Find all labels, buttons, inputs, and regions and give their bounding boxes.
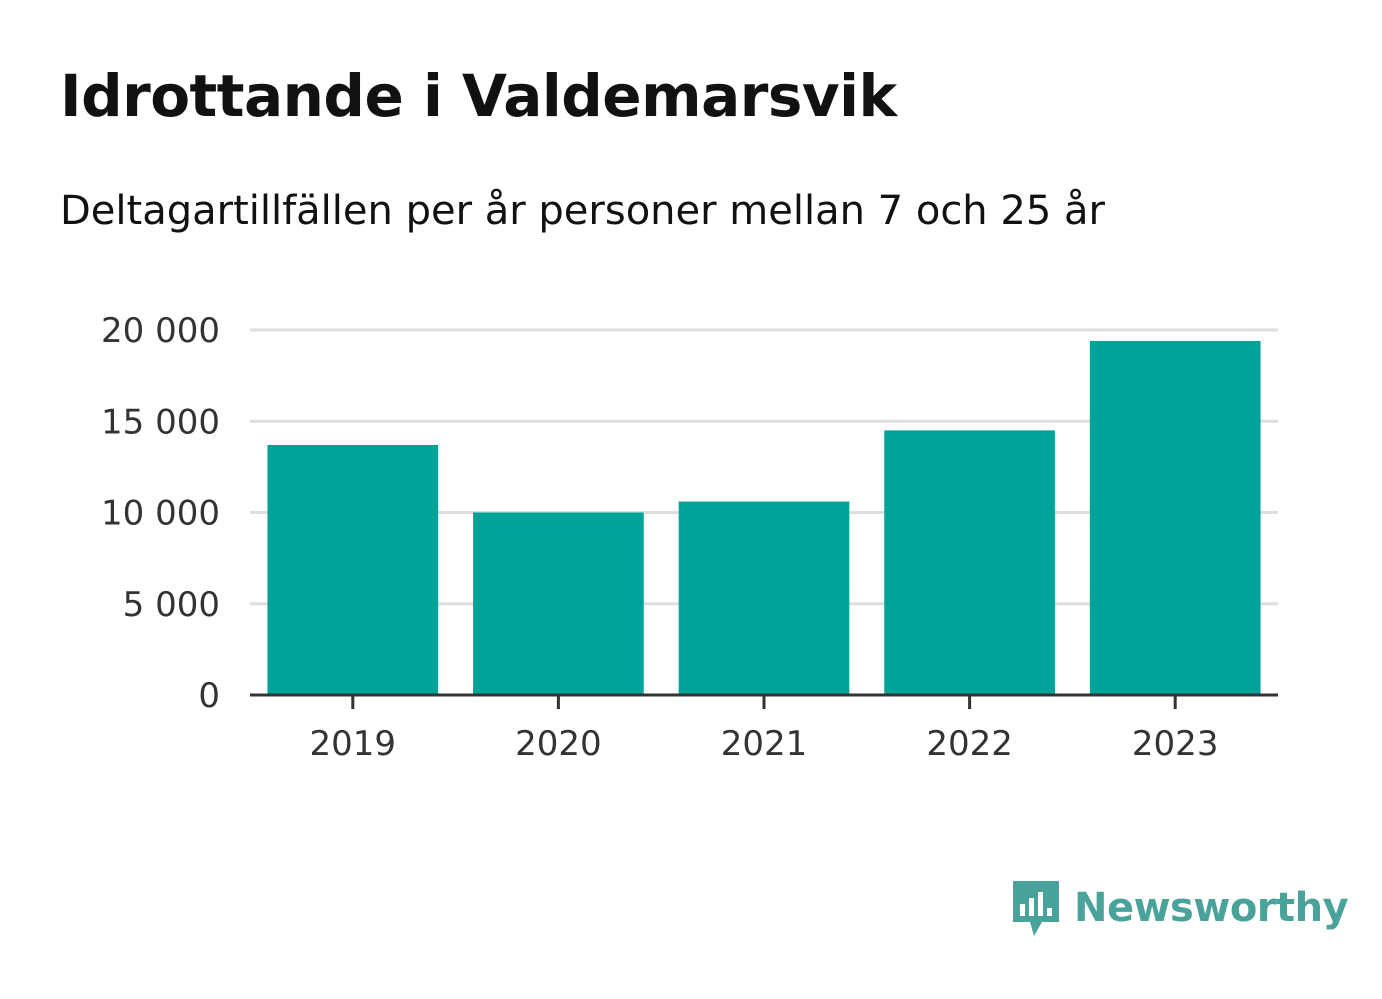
bar-2023 — [1089, 340, 1261, 695]
chart-subtitle: Deltagartillfällen per år personer mella… — [60, 188, 1105, 234]
y-tick-label: 5 000 — [123, 585, 220, 625]
brand-logo: Newsworthy — [1010, 878, 1349, 938]
x-tick-label: 2019 — [310, 724, 397, 764]
y-tick-label: 0 — [198, 676, 220, 716]
x-tick-label: 2020 — [515, 724, 602, 764]
bar-2019 — [267, 444, 439, 695]
bar-2022 — [884, 430, 1055, 695]
x-tick-label: 2021 — [721, 724, 808, 764]
newsworthy-logo-icon — [1013, 881, 1059, 936]
bar-2020 — [473, 512, 644, 695]
x-tick-label: 2023 — [1132, 724, 1219, 764]
axes: 0 5 000 10 000 15 000 20 000 2019 2020 2021 2022… — [101, 311, 1278, 764]
y-tick-label: 15 000 — [101, 402, 220, 442]
y-tick-label: 20 000 — [101, 311, 220, 351]
brand-name: Newsworthy — [1074, 885, 1349, 931]
bars — [267, 340, 1261, 695]
x-tick-label: 2022 — [926, 724, 1013, 764]
y-tick-label: 10 000 — [101, 494, 220, 534]
bar-2021 — [678, 501, 850, 695]
chart-title: Idrottande i Valdemarsvik — [60, 62, 897, 130]
